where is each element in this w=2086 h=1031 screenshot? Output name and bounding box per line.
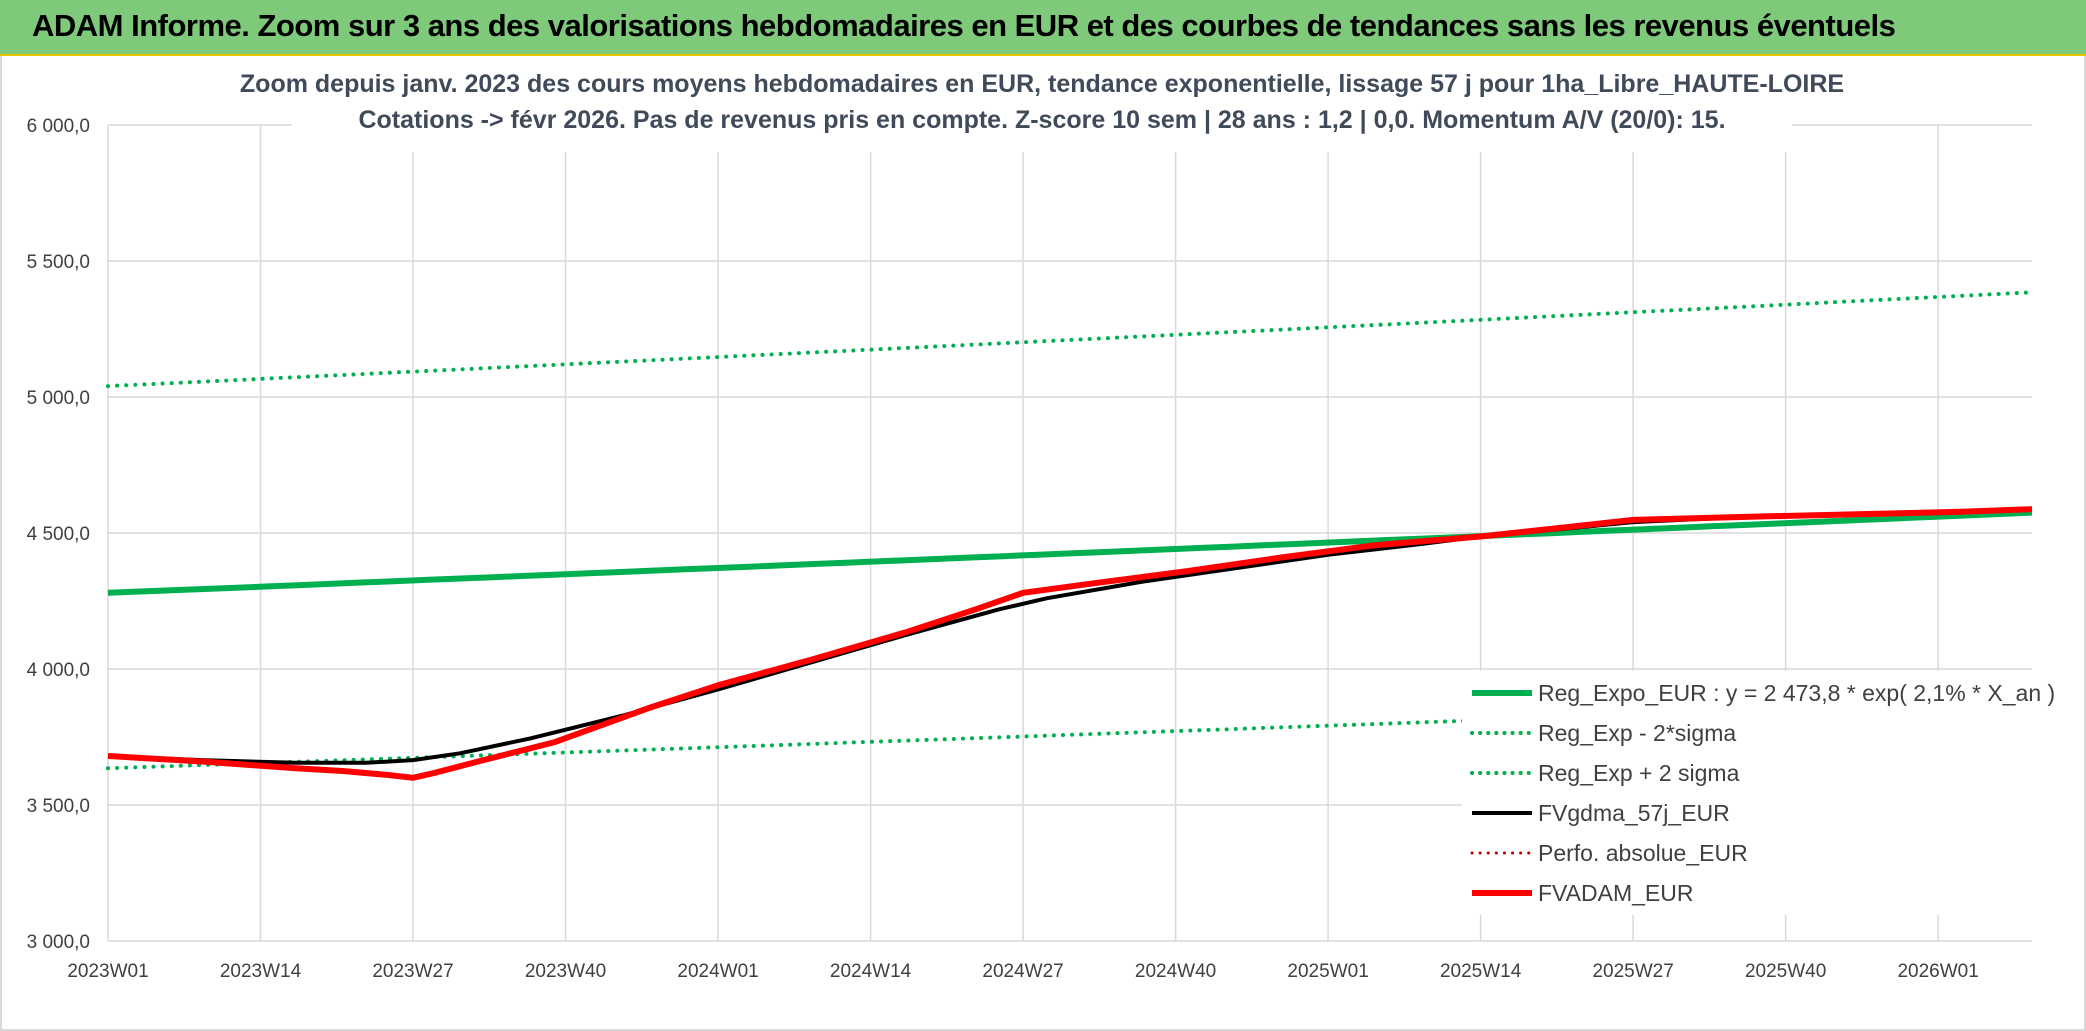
y-tick-label: 4 000,0: [27, 660, 90, 681]
x-tick-label: 2025W27: [1592, 961, 1673, 982]
series-line: [107, 506, 2033, 781]
chart-title-line: Cotations -> févr 2026. Pas de revenus p…: [358, 106, 1725, 134]
x-tick-label: 2024W40: [1135, 961, 1216, 982]
x-tick-label: 2023W01: [67, 961, 148, 982]
x-tick-label: 2023W27: [372, 961, 453, 982]
report-title: ADAM Informe. Zoom sur 3 ans des valoris…: [32, 8, 1896, 43]
legend: Reg_Expo_EUR : y = 2 473,8 * exp( 2,1% *…: [1462, 671, 2055, 915]
legend-label: Reg_Exp - 2*sigma: [1538, 720, 1736, 746]
series-line: [106, 290, 2034, 389]
x-tick-label: 2023W14: [220, 961, 302, 982]
x-tick-label: 2023W40: [525, 961, 606, 982]
y-tick-label: 3 000,0: [27, 932, 90, 953]
series-line: [107, 509, 2033, 596]
x-tick-label: 2025W14: [1440, 961, 1522, 982]
series-lines: [106, 290, 2034, 781]
x-tick-label: 2026W01: [1897, 961, 1978, 982]
y-tick-label: 6 000,0: [27, 116, 90, 137]
line-chart: 3 000,0 3 500,0 4 000,0 4 500,0 5 000,0 5 500…: [27, 60, 2055, 982]
legend-label: FVADAM_EUR: [1538, 880, 1694, 906]
legend-label: Reg_Expo_EUR : y = 2 473,8 * exp( 2,1% *…: [1538, 680, 2055, 706]
x-tick-label: 2025W40: [1745, 961, 1826, 982]
y-tick-label: 5 500,0: [27, 252, 90, 273]
report-banner: ADAM Informe. Zoom sur 3 ans des valoris…: [0, 0, 2086, 56]
legend-background: [1462, 671, 2044, 915]
chart-title-line: Zoom depuis janv. 2023 des cours moyens …: [240, 70, 1844, 98]
x-tick-label: 2024W27: [982, 961, 1063, 982]
legend-label: FVgdma_57j_EUR: [1538, 800, 1730, 826]
chart-title: Zoom depuis janv. 2023 des cours moyens …: [240, 60, 1844, 152]
chart-frame: 3 000,0 3 500,0 4 000,0 4 500,0 5 000,0 5 500…: [0, 56, 2086, 1031]
y-tick-label: 4 500,0: [27, 524, 90, 545]
y-tick-label: 5 000,0: [27, 388, 90, 409]
x-tick-label: 2025W01: [1287, 961, 1368, 982]
legend-label: Perfo. absolue_EUR: [1538, 840, 1748, 866]
y-tick-label: 3 500,0: [27, 796, 90, 817]
x-tick-label: 2024W01: [677, 961, 758, 982]
gridlines: [107, 124, 2032, 942]
chart-title-background: [292, 60, 1792, 152]
x-tick-label: 2024W14: [830, 961, 912, 982]
legend-label: Reg_Exp + 2 sigma: [1538, 760, 1740, 786]
axes: 3 000,0 3 500,0 4 000,0 4 500,0 5 000,0 5 500…: [27, 116, 1979, 982]
